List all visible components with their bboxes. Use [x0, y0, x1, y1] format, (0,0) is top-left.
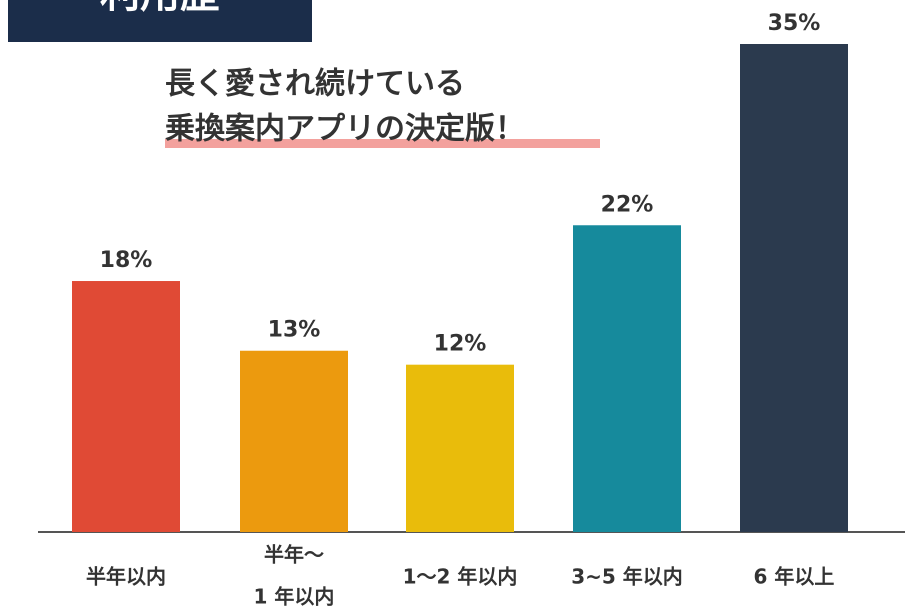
bar — [72, 281, 180, 532]
x-tick-label: 半年以内 — [86, 565, 166, 589]
bar — [740, 44, 848, 532]
title-box — [8, 0, 312, 42]
subtitle: 乗換案内アプリの決定版！ — [165, 112, 525, 147]
value-label: 13% — [268, 318, 321, 343]
value-label: 35% — [768, 11, 821, 36]
x-tick-label: 半年〜 — [264, 543, 324, 567]
bar — [406, 364, 514, 532]
bar — [240, 350, 348, 532]
subtitle: 長く愛され続けている — [165, 67, 465, 102]
x-tick-label: 6 年以上 — [754, 565, 835, 589]
x-tick-label: 1〜2 年以内 — [403, 565, 518, 589]
value-label: 18% — [100, 248, 153, 273]
value-label: 12% — [434, 332, 487, 357]
x-tick-label: 3~5 年以内 — [571, 565, 683, 589]
bar — [573, 225, 681, 532]
value-label: 22% — [601, 192, 654, 217]
x-tick-label: 1 年以内 — [254, 585, 335, 609]
subtitle-underline — [165, 139, 600, 148]
chart-title: 利用歴 — [100, 0, 220, 17]
